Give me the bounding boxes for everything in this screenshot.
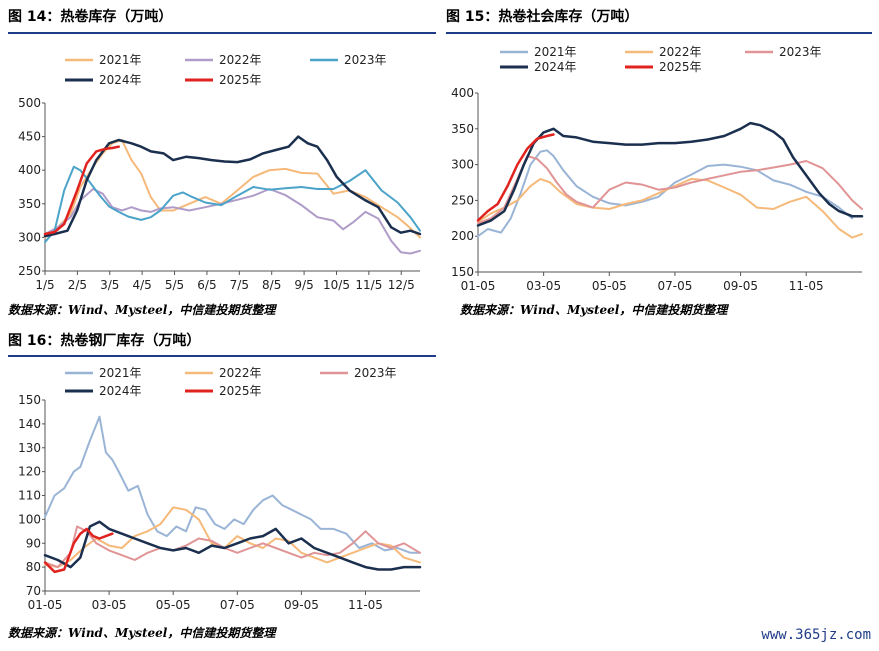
y-tick-label: 350	[451, 122, 474, 136]
series-line-2	[44, 188, 421, 255]
x-tick-label: 11-05	[348, 598, 383, 612]
series-line-2	[477, 177, 863, 239]
chart-title: 图 15：热卷社会库存（万吨）	[446, 9, 639, 25]
chart-title: 图 14：热卷库存（万吨）	[8, 9, 173, 25]
y-tick-label: 300	[18, 230, 41, 244]
y-tick-label: 150	[451, 265, 474, 279]
series-line-1	[44, 415, 421, 554]
source-note: 数据来源：Wind、Mysteel，中信建投期货整理	[460, 303, 728, 317]
x-tick-label: 01-05	[28, 598, 63, 612]
x-tick-label: 12/5	[388, 278, 415, 292]
y-tick-label: 140	[18, 417, 41, 431]
series-line-5	[43, 145, 120, 236]
series-line-1	[477, 149, 854, 238]
x-tick-label: 5/5	[165, 278, 184, 292]
x-tick-label: 05-05	[592, 279, 627, 293]
y-tick-label: 70	[26, 584, 41, 598]
legend-label: 2023年	[344, 53, 387, 67]
legend-label: 2023年	[779, 45, 822, 59]
source-note: 数据来源：Wind、Mysteel，中信建投期货整理	[8, 303, 276, 317]
chart-title: 图 16：热卷钢厂库存（万吨）	[8, 333, 201, 349]
x-tick-label: 1/5	[35, 278, 54, 292]
y-tick-label: 250	[451, 193, 474, 207]
legend-label: 2022年	[219, 53, 262, 67]
legend-label: 2024年	[99, 384, 142, 398]
x-tick-label: 3/5	[100, 278, 119, 292]
series-line-2	[44, 506, 421, 569]
y-tick-label: 250	[18, 264, 41, 278]
series-line-5	[43, 527, 114, 574]
y-tick-label: 110	[18, 489, 41, 503]
x-tick-label: 09-05	[723, 279, 758, 293]
legend-label: 2025年	[659, 60, 702, 74]
y-tick-label: 450	[18, 130, 41, 144]
y-tick-label: 150	[18, 393, 41, 407]
legend-label: 2024年	[99, 73, 142, 87]
x-tick-label: 8/5	[262, 278, 281, 292]
y-tick-label: 350	[18, 197, 41, 211]
x-tick-label: 7/5	[230, 278, 249, 292]
legend-label: 2025年	[219, 73, 262, 87]
x-tick-label: 01-05	[461, 279, 496, 293]
y-tick-label: 500	[18, 96, 41, 110]
x-tick-label: 03-05	[526, 279, 561, 293]
y-tick-label: 300	[451, 158, 474, 172]
legend-label: 2022年	[219, 366, 262, 380]
y-tick-label: 120	[18, 465, 41, 479]
watermark: www.365jz.com	[761, 627, 871, 643]
y-tick-label: 400	[18, 163, 41, 177]
title-rule	[8, 32, 436, 34]
x-tick-label: 11/5	[355, 278, 382, 292]
x-tick-label: 07-05	[220, 598, 255, 612]
y-tick-label: 130	[18, 441, 41, 455]
x-tick-label: 05-05	[156, 598, 191, 612]
y-tick-label: 400	[451, 86, 474, 100]
series-line-4	[43, 520, 422, 571]
legend-label: 2021年	[99, 366, 142, 380]
legend-label: 2024年	[534, 60, 577, 74]
y-tick-label: 100	[18, 512, 41, 526]
x-tick-label: 09-05	[284, 598, 319, 612]
x-tick-label: 07-05	[657, 279, 692, 293]
x-tick-label: 11-05	[789, 279, 824, 293]
legend-label: 2021年	[534, 45, 577, 59]
x-tick-label: 10/5	[323, 278, 350, 292]
y-tick-label: 90	[26, 536, 41, 550]
title-rule	[446, 32, 872, 34]
legend-label: 2021年	[99, 53, 142, 67]
series-line-5	[476, 133, 555, 222]
x-tick-label: 9/5	[294, 278, 313, 292]
source-note: 数据来源：Wind、Mysteel，中信建投期货整理	[8, 626, 276, 640]
x-tick-label: 2/5	[68, 278, 87, 292]
series-line-4	[43, 135, 422, 238]
x-tick-label: 4/5	[133, 278, 152, 292]
legend-label: 2025年	[219, 384, 262, 398]
x-tick-label: 6/5	[197, 278, 216, 292]
series-line-3	[44, 165, 421, 244]
x-tick-label: 03-05	[92, 598, 127, 612]
legend-label: 2023年	[354, 366, 397, 380]
y-tick-label: 200	[451, 229, 474, 243]
legend-label: 2022年	[659, 45, 702, 59]
title-rule	[8, 355, 436, 357]
y-tick-label: 80	[26, 560, 41, 574]
